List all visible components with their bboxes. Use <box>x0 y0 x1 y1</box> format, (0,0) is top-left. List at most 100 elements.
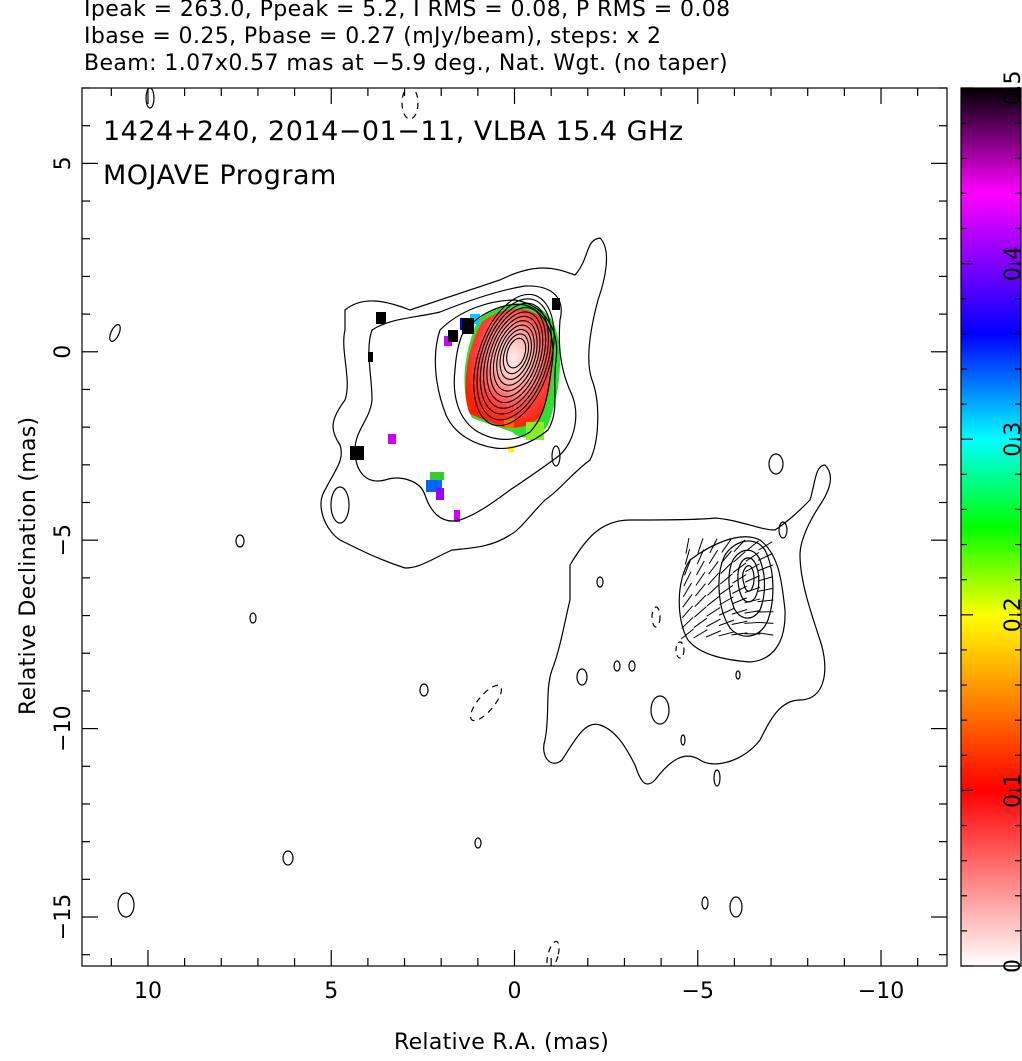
evpa-tick <box>718 608 734 616</box>
evpa-tick <box>744 610 761 614</box>
evpa-tick <box>708 549 719 564</box>
contour-sw-level-5 <box>737 557 760 603</box>
evpa-tick <box>758 552 773 561</box>
evpa-tick <box>744 598 761 604</box>
chart-subtitle: MOJAVE Program <box>103 160 337 191</box>
polarization-pixel <box>508 446 514 452</box>
contour-blob <box>596 576 604 588</box>
contour-blob <box>419 683 429 697</box>
contour-blob <box>713 769 721 787</box>
contour-level-3 <box>434 299 558 450</box>
evpa-tick <box>694 594 707 607</box>
evpa-tick <box>719 573 733 585</box>
x-tick-label: 10 <box>134 979 162 1004</box>
y-tick-label: 0 <box>51 345 76 359</box>
polarization-pixel <box>462 318 474 334</box>
evpa-tick <box>720 561 733 574</box>
evpa-tick <box>731 632 748 636</box>
x-axis-label: Relative R.A. (mas) <box>394 1030 610 1055</box>
chart-title: 1424+240, 2014−01−11, VLBA 15.4 GHz <box>103 116 684 147</box>
polarization-pixel <box>470 314 480 324</box>
evpa-tick <box>696 549 705 565</box>
contour-blob <box>109 324 121 342</box>
core-contour <box>502 333 530 375</box>
evpa-tick <box>731 597 748 605</box>
evpa-tick <box>731 620 748 626</box>
contour-blob <box>650 695 670 725</box>
core-contour <box>473 293 555 427</box>
polarization-pixel <box>504 418 514 428</box>
polarization-pixel <box>526 422 544 440</box>
evpa-tick <box>684 560 691 576</box>
core-contour <box>479 302 549 415</box>
evpa-tick <box>757 587 774 592</box>
evpa-tick <box>707 572 720 586</box>
evpa-tick <box>685 537 690 554</box>
polarization-pixel <box>454 510 460 522</box>
contour-negative <box>401 88 419 120</box>
y-tick-label: −5 <box>51 524 76 556</box>
evpa-tick <box>684 549 691 565</box>
evpa-tick <box>757 632 774 636</box>
contour-negative <box>546 940 560 966</box>
contour-blob <box>145 88 155 109</box>
evpa-tick <box>732 574 747 584</box>
contour-blob <box>474 837 482 849</box>
polarization-pixel <box>430 472 444 480</box>
x-tick-label: 5 <box>324 979 338 1004</box>
evpa-tick <box>709 538 718 554</box>
evpa-tick <box>745 563 760 573</box>
colorbar-tick-label: 0 <box>1001 959 1022 973</box>
evpa-tick <box>733 551 746 563</box>
evpa-tick <box>733 539 746 553</box>
contour-negative <box>651 606 661 628</box>
contour-outer-ne <box>320 237 608 569</box>
core-contour <box>486 311 544 404</box>
header-line-2: Ibase = 0.25, Pbase = 0.27 (mJy/beam), s… <box>84 24 662 49</box>
y-tick-label: −10 <box>51 705 76 751</box>
contour-outer-sw <box>543 464 832 785</box>
evpa-tick <box>721 539 732 553</box>
evpa-tick <box>720 550 732 564</box>
colorbar-tick-label: 0.4 <box>1001 246 1022 281</box>
y-axis-label: Relative Declination (mas) <box>16 416 41 715</box>
colorbar-ticks <box>961 87 1021 967</box>
contour-blob <box>768 453 784 475</box>
evpa-tick <box>757 564 774 572</box>
colorbar-tick-label: 0.2 <box>1001 597 1022 632</box>
colorbar-tick-label: 0.1 <box>1001 773 1022 808</box>
contour-blob <box>282 850 294 866</box>
polarization-pixel <box>436 488 444 500</box>
colorbar-tick-label: 0.5 <box>1001 71 1022 106</box>
evpa-tick <box>719 584 734 595</box>
core-contour <box>496 324 535 386</box>
evpa-tick <box>695 571 706 586</box>
evpa-tick <box>681 616 694 629</box>
evpa-vectors <box>680 537 774 640</box>
contour-sw-level-3 <box>718 540 774 637</box>
contour-blob <box>680 734 686 746</box>
polarization-pixel <box>350 446 364 460</box>
evpa-tick <box>718 619 735 627</box>
evpa-tick <box>694 583 706 597</box>
polarization-pixel <box>552 298 560 310</box>
y-tick-label: −15 <box>51 894 76 940</box>
core-contour <box>506 337 527 369</box>
axis-ticks <box>82 87 947 966</box>
evpa-tick <box>732 585 747 594</box>
polarization-pixel <box>388 434 396 444</box>
evpa-tick <box>680 628 694 640</box>
contour-mid-ne <box>354 285 577 522</box>
contour-sw-level-4 <box>728 549 766 619</box>
evpa-tick <box>732 562 747 574</box>
contour-negative <box>675 641 685 659</box>
header-line-3: Beam: 1.07x0.57 mas at −5.9 deg., Nat. W… <box>84 51 728 76</box>
contour-blob <box>735 670 741 680</box>
contour-blob <box>701 896 709 910</box>
contour-blob <box>729 896 743 918</box>
evpa-tick <box>758 541 773 551</box>
evpa-tick <box>718 631 735 637</box>
core-contour <box>492 320 538 392</box>
y-tick-label: 5 <box>51 156 76 170</box>
